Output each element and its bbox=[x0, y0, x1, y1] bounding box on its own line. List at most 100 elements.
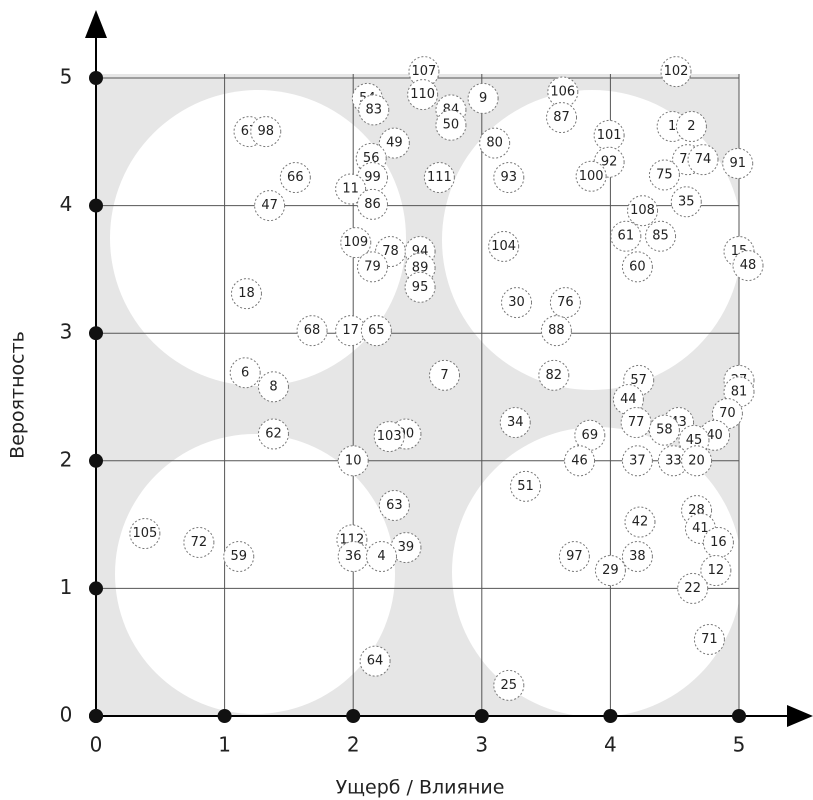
point-label: 30 bbox=[508, 295, 525, 310]
y-tick-mark bbox=[89, 581, 103, 595]
point-label: 17 bbox=[342, 323, 359, 338]
point-label: 16 bbox=[710, 535, 727, 550]
point-label: 2 bbox=[687, 119, 695, 134]
point-label: 71 bbox=[701, 632, 718, 647]
y-axis-title: Вероятность bbox=[7, 331, 29, 459]
y-tick-label: 0 bbox=[60, 703, 73, 727]
point-label: 12 bbox=[708, 563, 725, 578]
chart: 1071021105491068384875012679810149805673… bbox=[0, 0, 813, 800]
point-label: 99 bbox=[364, 170, 381, 185]
point-label: 110 bbox=[410, 87, 435, 102]
point-label: 29 bbox=[602, 563, 619, 578]
point-label: 33 bbox=[665, 453, 682, 468]
y-tick-label: 5 bbox=[60, 65, 73, 89]
y-tick-mark bbox=[89, 199, 103, 213]
point-label: 66 bbox=[287, 170, 304, 185]
y-tick-label: 1 bbox=[60, 575, 73, 599]
point-label: 70 bbox=[719, 406, 736, 421]
point-label: 44 bbox=[620, 392, 637, 407]
point-label: 65 bbox=[368, 323, 385, 338]
x-tick-mark bbox=[732, 709, 746, 723]
point-label: 105 bbox=[132, 526, 157, 541]
point-label: 8 bbox=[269, 379, 277, 394]
y-tick-label: 2 bbox=[60, 447, 73, 471]
point-label: 75 bbox=[656, 167, 673, 182]
x-tick-label: 5 bbox=[733, 733, 746, 757]
point-label: 101 bbox=[597, 128, 622, 143]
x-tick-label: 4 bbox=[604, 733, 617, 757]
point-label: 85 bbox=[652, 229, 669, 244]
x-tick-label: 0 bbox=[90, 733, 103, 757]
point-label: 109 bbox=[343, 235, 368, 250]
point-label: 60 bbox=[629, 259, 646, 274]
point-label: 6 bbox=[241, 365, 249, 380]
y-tick-label: 4 bbox=[60, 192, 73, 216]
y-arrow bbox=[85, 10, 107, 38]
point-label: 1 bbox=[668, 119, 676, 134]
point-label: 100 bbox=[579, 169, 604, 184]
point-label: 93 bbox=[501, 170, 518, 185]
point-label: 58 bbox=[656, 423, 673, 438]
point-label: 9 bbox=[479, 91, 487, 106]
point-label: 78 bbox=[382, 244, 399, 259]
point-label: 7 bbox=[440, 368, 448, 383]
point-label: 68 bbox=[304, 323, 321, 338]
point-label: 104 bbox=[491, 239, 516, 254]
point-label: 97 bbox=[566, 549, 583, 564]
point-label: 46 bbox=[571, 453, 588, 468]
point-label: 25 bbox=[501, 678, 518, 693]
point-label: 81 bbox=[731, 384, 748, 399]
x-axis-title: Ущерб / Влияние bbox=[336, 777, 505, 799]
y-tick-mark bbox=[89, 71, 103, 85]
point-label: 59 bbox=[230, 549, 247, 564]
point-label: 86 bbox=[364, 197, 381, 212]
point-label: 48 bbox=[740, 258, 757, 273]
point-label: 107 bbox=[412, 64, 437, 79]
point-label: 76 bbox=[557, 295, 574, 310]
point-label: 47 bbox=[261, 198, 278, 213]
y-tick-label: 3 bbox=[60, 320, 73, 344]
point-label: 88 bbox=[548, 323, 565, 338]
point-label: 82 bbox=[546, 368, 563, 383]
point-label: 49 bbox=[386, 136, 403, 151]
x-tick-mark bbox=[218, 709, 232, 723]
point-label: 98 bbox=[257, 124, 274, 139]
point-label: 108 bbox=[630, 203, 655, 218]
point-label: 38 bbox=[629, 549, 646, 564]
x-tick-mark bbox=[603, 709, 617, 723]
point-label: 61 bbox=[618, 229, 635, 244]
point-label: 69 bbox=[582, 428, 599, 443]
y-tick-mark bbox=[89, 709, 103, 723]
point-label: 11 bbox=[342, 182, 359, 197]
point-label: 37 bbox=[629, 453, 646, 468]
x-tick-label: 1 bbox=[218, 733, 231, 757]
point-label: 74 bbox=[695, 152, 712, 167]
point-label: 4 bbox=[377, 549, 385, 564]
point-label: 45 bbox=[686, 433, 703, 448]
point-label: 80 bbox=[486, 136, 503, 151]
point-label: 50 bbox=[443, 118, 460, 133]
x-arrow bbox=[787, 705, 813, 727]
x-tick-mark bbox=[475, 709, 489, 723]
x-tick-label: 3 bbox=[475, 733, 488, 757]
point-label: 35 bbox=[678, 194, 695, 209]
point-label: 95 bbox=[412, 280, 429, 295]
point-label: 106 bbox=[550, 85, 575, 100]
point-label: 22 bbox=[684, 581, 701, 596]
point-label: 18 bbox=[238, 286, 255, 301]
x-tick-mark bbox=[346, 709, 360, 723]
point-label: 62 bbox=[265, 427, 282, 442]
point-label: 63 bbox=[386, 498, 403, 513]
x-tick-label: 2 bbox=[347, 733, 360, 757]
point-label: 91 bbox=[729, 156, 746, 171]
point-label: 72 bbox=[191, 535, 208, 550]
point-label: 64 bbox=[367, 654, 384, 669]
y-tick-mark bbox=[89, 326, 103, 340]
point-label: 103 bbox=[377, 429, 402, 444]
point-label: 20 bbox=[688, 453, 705, 468]
point-label: 79 bbox=[364, 259, 381, 274]
point-label: 34 bbox=[507, 415, 524, 430]
point-label: 42 bbox=[632, 515, 649, 530]
point-label: 87 bbox=[553, 110, 570, 125]
point-label: 111 bbox=[427, 170, 452, 185]
